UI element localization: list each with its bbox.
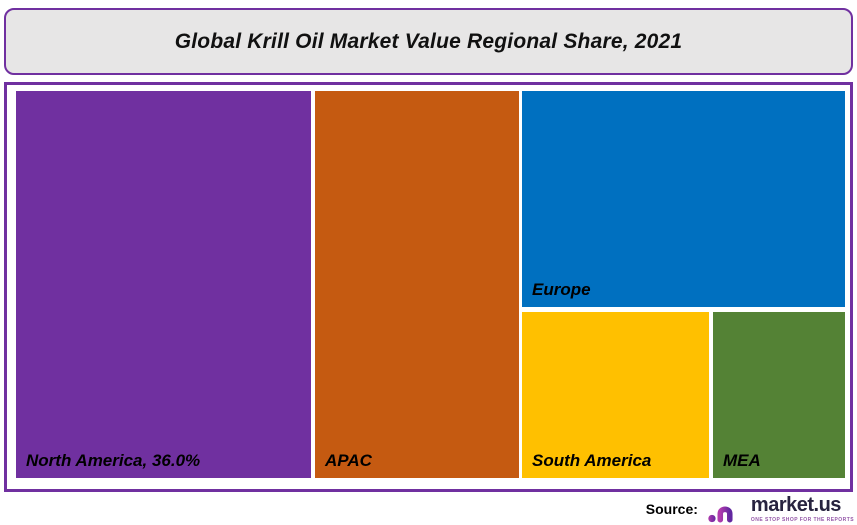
treemap-cell-label: North America, 36.0%	[26, 451, 201, 470]
treemap-cell-label: Europe	[532, 279, 591, 299]
treemap-cell-mea: MEA	[713, 312, 845, 478]
chart-title: Global Krill Oil Market Value Regional S…	[174, 29, 683, 53]
treemap-cell-label: APAC	[325, 451, 372, 470]
treemap-cell-apac: APAC	[315, 91, 520, 478]
marketus-logo-text: market.us	[750, 493, 842, 516]
marketus-logo-tagline: ONE STOP SHOP FOR THE REPORTS	[750, 516, 854, 523]
treemap-cell-europe: Europe	[522, 91, 845, 307]
treemap-cell-north-america: North America, 36.0%	[16, 91, 312, 478]
marketus-logo-text-wrap: market.us ONE STOP SHOP FOR THE REPORTS	[751, 495, 854, 523]
footer: Source: market.us ONE STOP SHOP FOR THE …	[0, 492, 857, 525]
source-label: Source:	[645, 500, 698, 517]
treemap-cell-south-america: South America	[522, 312, 710, 478]
treemap-cell-label: South America	[532, 450, 652, 470]
marketus-logo: market.us ONE STOP SHOP FOR THE REPORTS	[708, 494, 854, 524]
treemap-cell-label: MEA	[723, 450, 761, 470]
marketus-logo-icon	[708, 501, 746, 522]
treemap: North America, 36.0% APAC Europe South Amer…	[16, 91, 845, 478]
chart-title-box: Global Krill Oil Market Value Regional S…	[4, 8, 853, 75]
treemap-frame: North America, 36.0% APAC Europe South Amer…	[4, 82, 853, 492]
